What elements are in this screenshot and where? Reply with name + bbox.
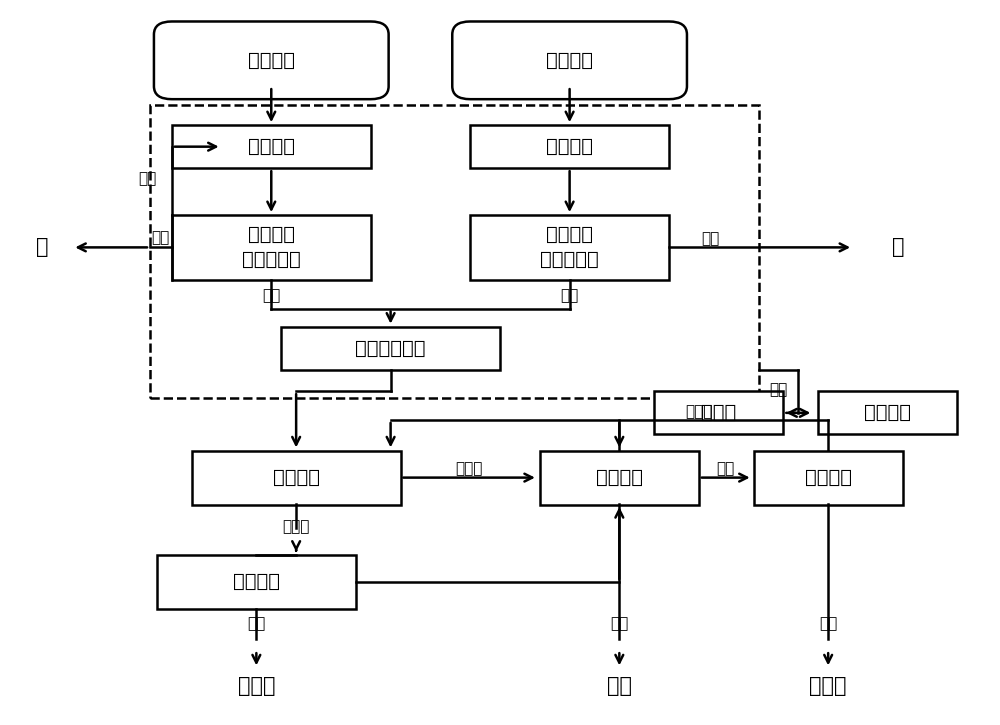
Bar — [470, 215, 669, 280]
Text: 石墨: 石墨 — [607, 676, 632, 696]
Text: 单质钴: 单质钴 — [238, 676, 275, 696]
Text: 正极残料: 正极残料 — [248, 51, 295, 70]
Text: 加热过滤: 加热过滤 — [805, 468, 852, 487]
Bar — [157, 555, 356, 609]
Text: 负压: 负压 — [769, 382, 788, 397]
Text: 冲击破碎: 冲击破碎 — [546, 137, 593, 156]
Text: 无氧常压焙烧: 无氧常压焙烧 — [355, 339, 426, 357]
Text: 碳酸锂: 碳酸锂 — [809, 676, 847, 696]
Text: 负极残料: 负极残料 — [546, 51, 593, 70]
Bar — [540, 451, 699, 505]
Text: 活性炭: 活性炭 — [701, 403, 736, 423]
Bar — [281, 326, 500, 370]
Text: 筛下: 筛下 — [262, 289, 280, 303]
Text: 筛下: 筛下 — [560, 289, 579, 303]
Text: 铜: 铜 — [892, 237, 904, 257]
Text: 精矿口: 精矿口 — [282, 519, 310, 534]
Text: 沉淀: 沉淀 — [610, 616, 628, 631]
Text: 循环水: 循环水 — [685, 405, 713, 420]
Text: 沉淀: 沉淀 — [819, 616, 837, 631]
Bar — [192, 451, 401, 505]
Text: 振动筛分
（双筛网）: 振动筛分 （双筛网） — [242, 225, 301, 270]
Text: 筛上: 筛上 — [139, 172, 157, 186]
Text: 冲击破碎: 冲击破碎 — [248, 137, 295, 156]
Text: 常温过滤: 常温过滤 — [233, 573, 280, 592]
FancyBboxPatch shape — [154, 22, 389, 99]
Text: 湿式磁选: 湿式磁选 — [273, 468, 320, 487]
Text: 振动筛分
（单筛网）: 振动筛分 （单筛网） — [540, 225, 599, 270]
Bar — [470, 125, 669, 168]
Bar — [172, 215, 371, 280]
Text: 铝: 铝 — [36, 237, 49, 257]
Text: 筛中: 筛中 — [151, 230, 169, 245]
Bar — [654, 392, 783, 434]
Bar — [754, 451, 903, 505]
Text: 尾矿口: 尾矿口 — [455, 461, 483, 476]
Text: 滤液: 滤液 — [717, 461, 735, 476]
Text: 筛上: 筛上 — [702, 231, 720, 247]
Text: 离心风机: 离心风机 — [864, 403, 911, 423]
Bar — [150, 105, 759, 399]
Bar — [172, 125, 371, 168]
FancyBboxPatch shape — [452, 22, 687, 99]
Bar — [818, 392, 957, 434]
Text: 沉淀: 沉淀 — [247, 616, 265, 631]
Text: 常温过滤: 常温过滤 — [596, 468, 643, 487]
